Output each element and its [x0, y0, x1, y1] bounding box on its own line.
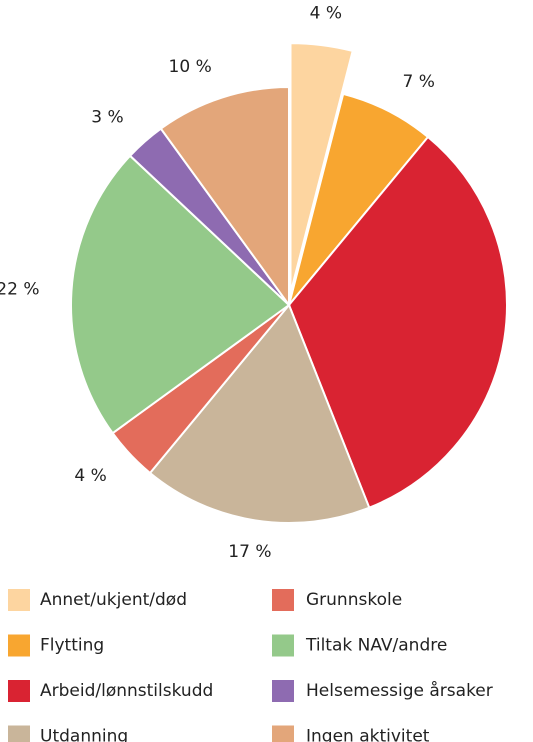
- data-label: 7 %: [402, 72, 434, 92]
- legend-swatch: [8, 680, 30, 702]
- legend-swatch: [8, 725, 30, 742]
- legend-label: Helsemessige årsaker: [306, 680, 493, 701]
- legend-label: Flytting: [40, 636, 104, 656]
- pie-slice: [70, 154, 291, 435]
- legend-swatch: [272, 589, 294, 611]
- data-label: 4 %: [74, 466, 106, 486]
- legend-label: Tiltak NAV/andre: [305, 636, 447, 656]
- pie-slice: [159, 85, 290, 309]
- data-label: 17 %: [228, 542, 271, 562]
- data-label: 22 %: [0, 279, 39, 299]
- legend-label: Grunnskole: [306, 590, 402, 610]
- legend-label: Ingen aktivitet: [306, 727, 430, 742]
- legend-label: Utdanning: [40, 727, 128, 742]
- legend-swatch: [8, 589, 30, 611]
- data-label: 10 %: [169, 57, 212, 77]
- legend-swatch: [272, 725, 294, 742]
- legend-swatch: [272, 634, 294, 657]
- data-label: 4 %: [310, 3, 342, 23]
- data-label: 3 %: [91, 107, 123, 127]
- pie-slice: [289, 42, 354, 294]
- legend-label: Arbeid/lønnstilskudd: [40, 681, 213, 701]
- pie-slice: [148, 303, 371, 524]
- pie-slice: [287, 135, 508, 509]
- legend-label: Annet/ukjent/død: [40, 590, 187, 610]
- legend-swatch: [272, 680, 294, 702]
- legend-swatch: [8, 634, 30, 657]
